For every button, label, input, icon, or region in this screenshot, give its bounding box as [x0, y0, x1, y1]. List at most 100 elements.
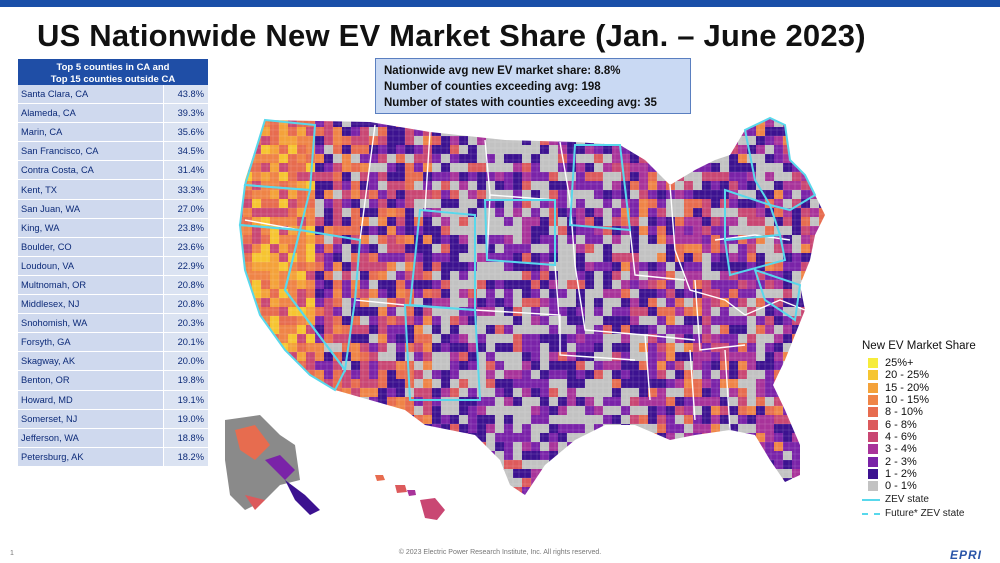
county-cell	[324, 424, 333, 433]
county-cell	[828, 298, 837, 307]
county-cell	[360, 469, 369, 478]
county-cell	[405, 451, 414, 460]
county-share: 23.8%	[164, 218, 208, 237]
county-cell	[351, 460, 360, 469]
county-cell	[666, 487, 675, 495]
county-cell	[279, 370, 288, 379]
county-cell	[666, 172, 675, 181]
county-cell	[324, 487, 333, 495]
county-cell	[234, 100, 243, 109]
legend-bin: 20 - 25%	[862, 369, 994, 381]
county-cell	[828, 370, 837, 379]
county-cell	[270, 109, 279, 118]
county-cell	[648, 469, 657, 478]
county-cell	[630, 433, 639, 442]
county-cell	[621, 496, 630, 505]
county-cell	[279, 388, 288, 397]
county-cell	[675, 154, 684, 163]
county-cell	[810, 307, 819, 316]
county-share: 20.1%	[164, 333, 208, 352]
county-name: Snohomish, WA	[18, 314, 163, 333]
county-share: 19.0%	[164, 409, 208, 428]
county-cell	[630, 109, 639, 118]
county-cell	[225, 154, 234, 163]
county-cell	[351, 397, 360, 406]
county-cell	[360, 460, 369, 469]
county-cell	[225, 262, 234, 271]
county-cell	[243, 307, 252, 316]
county-cell	[504, 487, 513, 495]
county-cell	[711, 442, 720, 451]
county-cell	[306, 109, 315, 118]
legend-bin: 25%+	[862, 357, 994, 369]
county-cell	[240, 352, 243, 361]
county-cell	[396, 100, 405, 109]
county-cell	[747, 460, 756, 469]
county-cell	[240, 289, 243, 298]
county-cell	[828, 289, 837, 298]
county-cell	[801, 145, 810, 154]
county-cell	[594, 460, 603, 469]
county-cell	[414, 478, 423, 487]
county-cell	[558, 487, 567, 495]
county-cell	[333, 487, 342, 495]
county-cell	[225, 361, 234, 370]
county-cell	[801, 109, 810, 118]
county-cell	[693, 136, 702, 145]
county-name: Howard, MD	[18, 390, 163, 409]
county-cell	[792, 343, 801, 352]
legend-bin: 15 - 20%	[862, 382, 994, 394]
county-cell	[819, 244, 825, 253]
county-cell	[801, 460, 810, 469]
county-cell	[666, 154, 675, 163]
county-cell	[819, 163, 825, 172]
county-cell	[378, 415, 387, 424]
county-cell	[486, 496, 495, 505]
county-cell	[666, 442, 675, 451]
county-cell	[225, 127, 234, 136]
county-cell	[531, 109, 540, 118]
county-cell	[801, 433, 810, 442]
county-cell	[324, 397, 333, 406]
county-cell	[558, 109, 567, 118]
county-cell	[324, 469, 333, 478]
legend-bin: 1 - 2%	[862, 468, 994, 480]
county-cell	[720, 118, 729, 127]
county-cell	[576, 442, 585, 451]
legend-bin: 6 - 8%	[862, 418, 994, 431]
county-cell	[594, 442, 603, 451]
county-cell	[828, 181, 837, 190]
county-cell	[828, 415, 837, 424]
county-cell	[828, 478, 837, 487]
county-cell	[252, 109, 261, 118]
county-cell	[387, 496, 396, 505]
county-cell	[756, 487, 765, 495]
county-cell	[270, 352, 279, 361]
county-cell	[342, 496, 351, 505]
county-cell	[558, 118, 567, 127]
county-cell	[432, 109, 441, 118]
county-cell	[513, 100, 522, 109]
county-cell	[261, 406, 270, 415]
county-cell	[603, 496, 612, 505]
county-cell	[783, 361, 792, 370]
county-cell	[819, 226, 825, 235]
county-cell	[243, 406, 252, 415]
county-cell	[585, 127, 594, 136]
county-cell	[819, 361, 825, 370]
county-cell	[486, 460, 495, 469]
county-cell	[657, 163, 666, 172]
county-cell	[810, 370, 819, 379]
county-cell	[225, 325, 234, 334]
county-cell	[729, 118, 738, 127]
county-cell	[720, 460, 729, 469]
county-cell	[405, 118, 414, 127]
county-cell	[828, 469, 837, 478]
county-cell	[459, 460, 468, 469]
legend-bin-label: 15 - 20%	[885, 381, 930, 394]
county-cell	[711, 496, 720, 505]
county-cell	[666, 163, 675, 172]
county-cell	[549, 487, 558, 495]
county-cell	[459, 109, 468, 118]
county-cell	[567, 487, 576, 495]
